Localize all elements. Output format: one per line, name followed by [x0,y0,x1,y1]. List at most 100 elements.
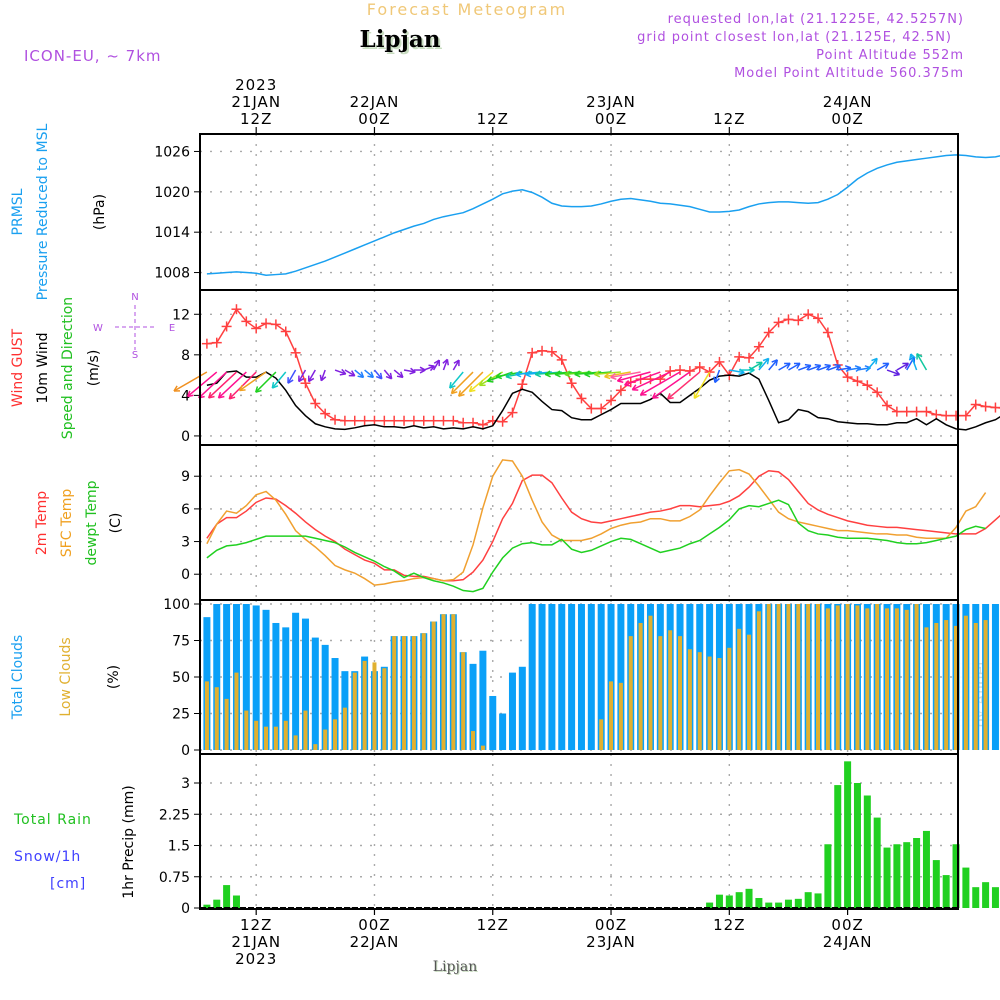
wind-arrow-head [775,359,779,366]
footer-location: Lipjan [433,959,477,975]
wind-arrow-head [564,373,571,378]
wind-arrow-icon [344,369,356,377]
wind-arrow-shaft [584,371,612,376]
gust-marker [221,321,232,332]
wind-arrow-head [428,364,435,367]
wind-arrow-head [544,370,551,375]
panel-label: 1hr Precip (mm) [121,785,137,898]
gust-marker [970,399,981,410]
gust-marker [261,318,272,329]
wind-arrow-head [238,384,243,391]
bar-low-clouds [451,614,456,750]
wind-arrow-shaft [748,361,763,371]
bar-total-clouds [321,644,329,750]
bar-low-clouds [934,622,939,750]
gust-marker [911,406,922,417]
wind-arrow-head [604,375,611,380]
panel-label: PRMSL [10,188,26,235]
y-tick-label: 1020 [154,185,190,201]
gust-marker [960,410,971,421]
wind-arrow-icon [298,369,307,383]
bar-low-clouds [204,681,209,750]
bar-low-clouds [944,620,949,750]
bar-total-rain [962,867,970,908]
bar-low-clouds [480,745,485,750]
bottom-time-label: 24JAN [823,933,873,951]
bar-low-clouds [973,622,978,750]
bar-low-clouds [254,720,259,750]
bottom-time-label: 12Z [477,916,509,934]
wind-arrow-head [610,376,617,380]
y-tick-label: 0 [181,429,190,445]
wind-arrow-icon [413,366,426,374]
bar-low-clouds [303,710,308,750]
wind-arrow-head [468,385,473,392]
bar-total-rain [745,888,753,908]
gust-marker [300,378,311,389]
wind-arrow-shaft [452,359,460,371]
wind-arrow-head [207,392,212,399]
gust-marker [783,314,794,325]
wind-arrow-head [835,364,841,371]
wind-arrow-shaft [354,369,364,378]
wind-arrow-shaft [594,371,621,376]
wind-arrow-head [486,376,492,382]
wind-arrow-shaft [667,371,701,400]
y-tick-label: 75 [172,634,190,650]
wind-arrow-head [895,369,901,376]
compass-icon: N W E S [93,292,175,361]
wind-arrow-head [478,379,484,386]
wind-arrow-head [218,395,225,399]
bar-total-rain [755,898,763,908]
panel-label: dewpt Temp [84,480,100,565]
bar-low-clouds [461,652,466,750]
bar-low-clouds [234,672,239,750]
wind-arrow-shaft [173,371,208,392]
gust-marker [349,415,360,426]
bar-low-clouds [747,634,752,750]
wind-arrow-head [287,379,294,384]
wind-arrow-head [593,370,600,375]
top-time-label: 00Z [358,110,390,128]
panel-label: Speed and Direction [60,297,76,439]
wind-arrow-head [893,373,900,377]
wind-arrow-head [714,378,720,384]
panel-label: (m/s) [86,350,102,387]
wind-arrow-head [308,377,315,383]
bar-low-clouds [697,652,702,750]
bar-low-clouds [618,682,623,750]
wind-arrow-shaft [449,371,464,389]
bar-total-clouds [331,658,339,750]
bar-low-clouds [313,744,318,750]
bar-low-clouds [687,649,692,750]
gust-marker [507,407,518,418]
wind-arrow-shaft [308,369,316,382]
bar-low-clouds [816,604,821,750]
panel-label: (C) [108,513,124,534]
location-title: Lipjan [360,26,441,53]
wind-arrow-head [786,362,791,369]
panel-frame [199,444,959,601]
wind-arrow-icon [238,371,267,392]
wind-arrow-icon [916,352,928,371]
wind-arrow-head [694,394,700,400]
bar-low-clouds [224,698,229,750]
wind-arrow-shaft [631,371,671,391]
top-time-label: 21JAN [231,93,281,111]
gust-marker [320,408,331,419]
wind-arrow-head [771,359,778,363]
bar-total-clouds [528,604,536,750]
gust-marker [813,313,824,324]
wind-arrow-head [554,373,561,378]
gust-marker [990,402,1000,413]
bar-total-rain [932,860,940,908]
wind-arrow-head [871,357,878,362]
wind-arrow-head [796,362,801,369]
wind-arrow-head [639,389,645,396]
bar-low-clouds [333,719,338,750]
gust-marker [734,351,745,362]
bar-low-clouds [648,615,653,750]
gust-marker [241,316,252,327]
wind-arrow-head [534,370,541,375]
meteogram-title: Forecast Meteogram [367,0,567,19]
